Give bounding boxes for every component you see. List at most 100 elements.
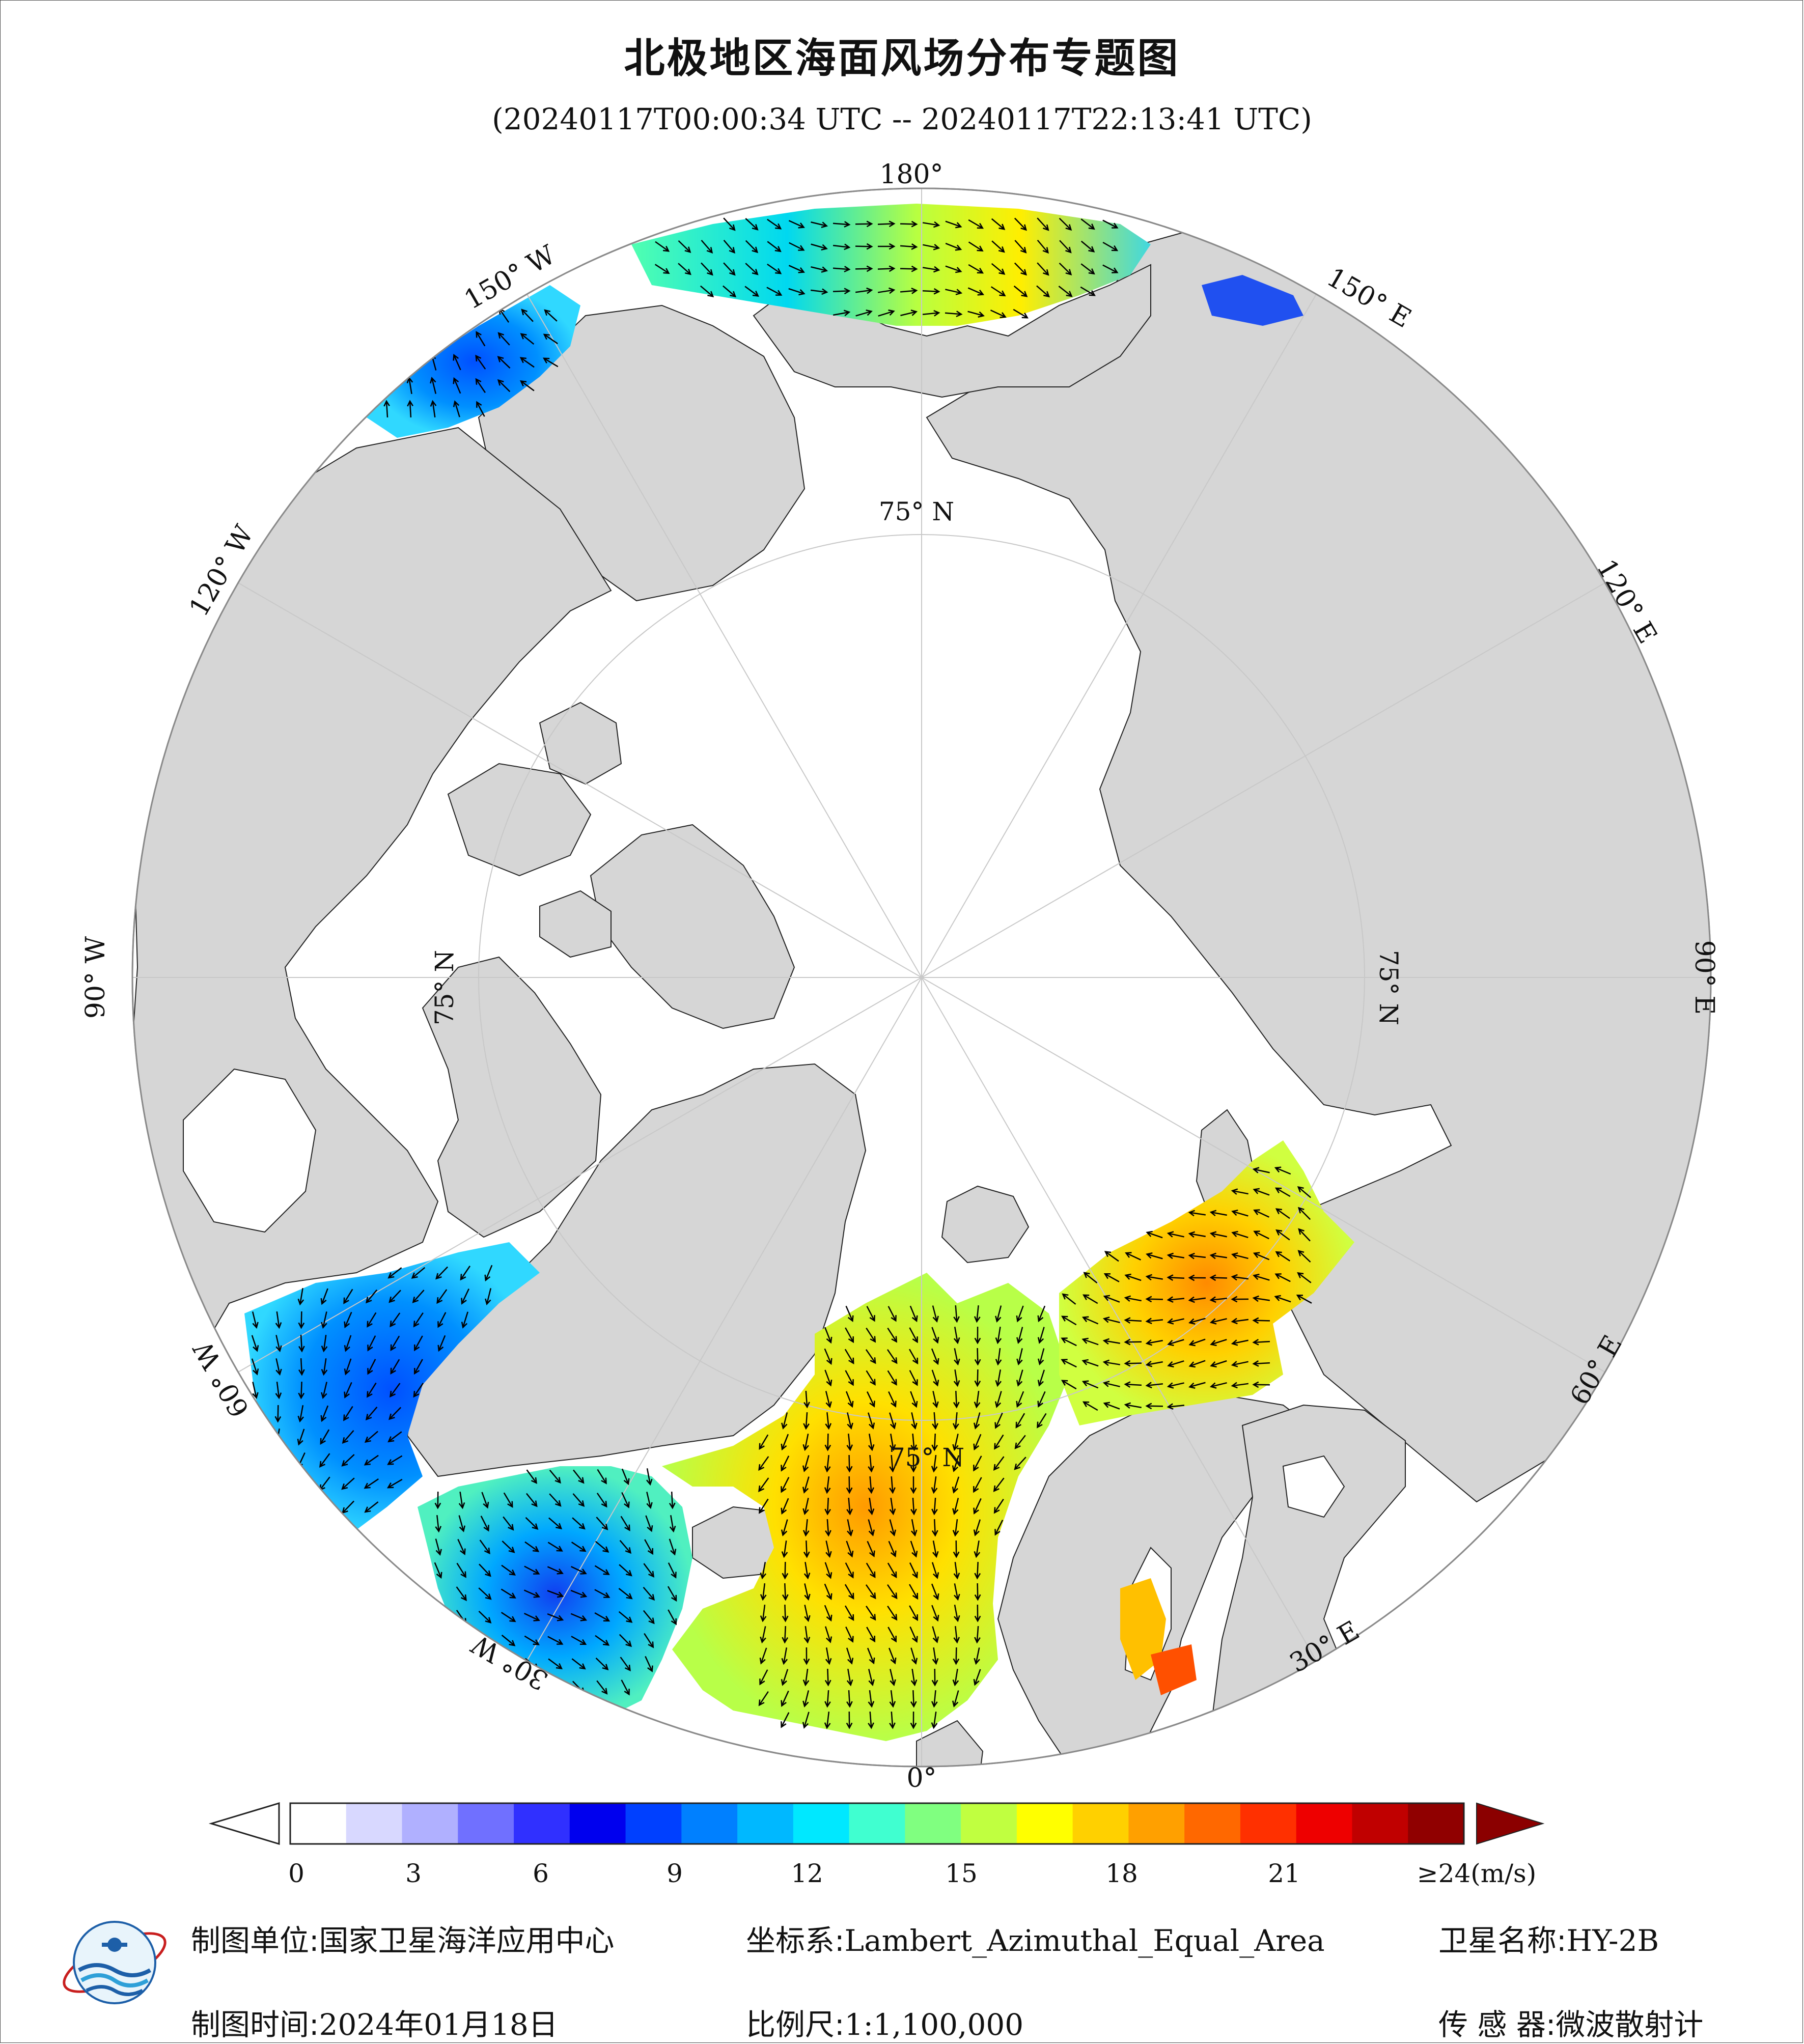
wind-arrow-shaft <box>1168 1298 1185 1301</box>
wind-arrow-head <box>824 1444 831 1451</box>
wind-arrow-shaft <box>977 1561 979 1579</box>
colorbar-cell <box>793 1803 850 1844</box>
wind-arrow-head <box>953 1316 960 1323</box>
footer-unit-value: 国家卫星海洋应用中心 <box>319 1923 615 1958</box>
wind-arrow-shaft <box>367 1382 377 1397</box>
wind-arrow-head <box>889 265 896 272</box>
wind-arrow-shaft <box>1015 1435 1026 1449</box>
wind-arrow-shaft <box>388 1431 402 1442</box>
wind-arrow-head <box>647 1665 653 1672</box>
wind-arrow-head <box>414 1345 420 1352</box>
wind-arrow-shaft <box>955 1412 958 1429</box>
wind-arrow-shaft <box>945 265 961 272</box>
wind-arrow-shaft <box>953 1476 960 1493</box>
wind-arrow-shaft <box>805 1519 808 1536</box>
wind-arrow-shaft <box>1038 1305 1046 1322</box>
wind-arrow-head <box>1167 1252 1174 1259</box>
wind-arrow-head <box>1042 224 1049 231</box>
wind-arrow-head <box>1210 1361 1217 1368</box>
wind-arrow-head <box>846 1701 853 1708</box>
wind-arrow-head <box>1021 291 1028 297</box>
wind-arrow-head <box>298 1392 305 1399</box>
wind-arrow-shaft <box>1014 217 1027 231</box>
wind-arrow-head <box>933 1336 939 1344</box>
wind-arrow-shaft <box>1125 1362 1142 1364</box>
wind-arrow-shaft <box>412 1290 425 1303</box>
wind-arrow-head <box>436 1297 443 1304</box>
wind-arrow-head <box>1061 1380 1068 1386</box>
wind-arrow-head <box>1253 1252 1260 1258</box>
land-victoria-island <box>447 763 592 877</box>
wind-arrow-head <box>844 221 851 228</box>
wind-arrow-head <box>1252 1317 1259 1324</box>
wind-arrow-shaft <box>878 311 894 317</box>
wind-arrow-shaft <box>1059 262 1072 275</box>
wind-swath-baltic-south <box>1151 1644 1197 1695</box>
wind-arrow-head <box>782 1615 789 1622</box>
wind-arrow-shaft <box>745 263 758 275</box>
wind-arrow-shaft <box>1211 1211 1227 1216</box>
wind-arrow-shaft <box>390 1335 400 1351</box>
wind-arrow-head <box>1297 1272 1304 1278</box>
wind-arrow-shaft <box>596 1680 607 1694</box>
wind-arrow-head <box>1037 1315 1044 1323</box>
wind-arrow-shaft <box>804 1562 809 1578</box>
wind-arrow-shaft <box>887 1370 897 1385</box>
wind-arrow-shaft <box>933 1433 936 1450</box>
wind-arrow-shaft <box>411 1267 426 1279</box>
wind-arrow-head <box>933 221 940 228</box>
wind-arrow-shaft <box>1253 1362 1270 1365</box>
wind-arrow-head <box>847 1529 853 1537</box>
wind-arrow-shaft <box>571 1658 586 1669</box>
wind-arrow-shaft <box>762 1583 766 1600</box>
wind-arrow-shaft <box>365 1431 378 1443</box>
wind-arrow-head <box>1145 1403 1152 1410</box>
wind-arrow-head <box>1253 1209 1260 1215</box>
wind-arrow-shaft <box>877 289 895 293</box>
wind-arrow-head <box>781 1721 787 1728</box>
wind-arrow-head <box>412 1296 419 1303</box>
wind-arrow-shaft <box>571 1636 586 1645</box>
footer-date: 制图时间:2024年01月18日 <box>191 2001 558 2043</box>
wind-arrow-shaft <box>547 1566 563 1574</box>
wind-arrow-head <box>367 1391 373 1398</box>
colorbar-cell <box>737 1803 794 1844</box>
wind-arrow-shaft <box>826 1519 829 1536</box>
wind-arrow-shaft <box>912 1497 915 1515</box>
wind-arrow-shaft <box>954 1369 958 1386</box>
wind-arrow-head <box>1082 1401 1090 1408</box>
wind-arrow-shaft <box>945 289 961 294</box>
wind-arrow-shaft <box>645 1515 652 1531</box>
wind-arrow-shaft <box>788 265 804 273</box>
wind-arrow-head <box>782 1594 789 1601</box>
wind-arrow-shaft <box>953 1455 959 1471</box>
wind-arrow-shaft <box>855 289 872 293</box>
wind-arrow-shaft <box>523 1613 540 1621</box>
wind-arrow-shaft <box>345 1358 352 1375</box>
wind-arrow-shaft <box>1211 1338 1227 1346</box>
wind-arrow-head <box>1296 1295 1303 1301</box>
wind-arrow-shaft <box>1168 1276 1185 1279</box>
wind-arrow-shaft <box>868 1669 873 1685</box>
wind-arrow-head <box>1061 1337 1068 1343</box>
wind-arrow-head <box>1209 1231 1217 1238</box>
wind-arrow-head <box>730 291 737 298</box>
wind-arrow-head <box>974 1658 980 1665</box>
wind-arrow-shaft <box>595 1657 608 1670</box>
wind-arrow-head <box>953 1337 960 1345</box>
wind-arrow-head <box>1037 1421 1043 1429</box>
wind-arrow-shaft <box>596 1493 607 1507</box>
wind-arrow-shaft <box>789 242 804 251</box>
wind-arrow-head <box>556 1523 563 1530</box>
wind-arrow-head <box>1231 1188 1238 1195</box>
colorbar-cell <box>458 1803 515 1844</box>
wind-arrow-shaft <box>887 1562 897 1578</box>
cbar-tick-9: 9 <box>667 1859 683 1888</box>
wind-arrow-head <box>868 1444 875 1451</box>
wind-arrow-head <box>910 1701 917 1708</box>
wind-arrow-head <box>870 1357 876 1364</box>
wind-arrow-shaft <box>1018 1348 1023 1364</box>
wind-arrow-shaft <box>300 1334 303 1352</box>
wind-arrow-head <box>707 269 713 276</box>
